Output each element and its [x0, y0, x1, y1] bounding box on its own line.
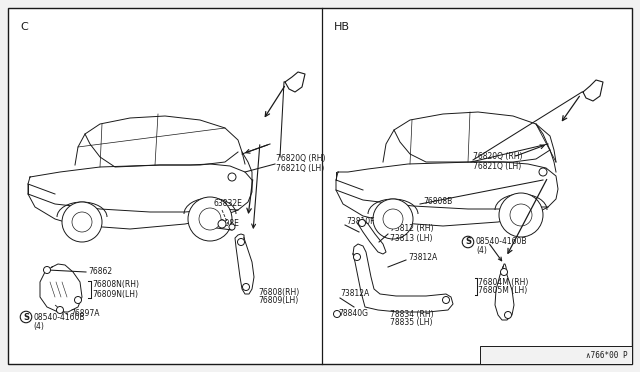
Circle shape — [499, 193, 543, 237]
Circle shape — [62, 202, 102, 242]
Circle shape — [228, 173, 236, 181]
Text: 73813 (LH): 73813 (LH) — [390, 234, 433, 243]
Text: 76862: 76862 — [88, 267, 112, 276]
Text: 76809(LH): 76809(LH) — [258, 296, 298, 305]
Text: 76897A: 76897A — [70, 310, 99, 318]
Text: 76821Q (LH): 76821Q (LH) — [276, 164, 324, 173]
Text: 76808N(RH): 76808N(RH) — [92, 280, 139, 289]
Text: 76808B: 76808B — [423, 198, 452, 206]
Text: 76804M (RH): 76804M (RH) — [478, 278, 529, 286]
Text: 73810F: 73810F — [346, 218, 374, 227]
Circle shape — [358, 219, 365, 227]
Circle shape — [333, 311, 340, 317]
Text: 76820Q (RH): 76820Q (RH) — [276, 154, 326, 164]
Circle shape — [237, 238, 244, 246]
Text: S: S — [465, 237, 471, 247]
Circle shape — [218, 220, 226, 228]
Circle shape — [353, 253, 360, 260]
Text: 78834 (RH): 78834 (RH) — [390, 310, 434, 318]
Circle shape — [229, 224, 235, 230]
Circle shape — [199, 208, 221, 230]
Text: 76808(RH): 76808(RH) — [258, 288, 300, 296]
Circle shape — [442, 296, 449, 304]
Text: 73812A: 73812A — [408, 253, 437, 262]
Text: HB: HB — [334, 22, 350, 32]
Text: 76820Q (RH): 76820Q (RH) — [473, 153, 522, 161]
Circle shape — [56, 307, 63, 314]
Text: 76821Q (LH): 76821Q (LH) — [473, 161, 521, 170]
Circle shape — [539, 168, 547, 176]
Text: S: S — [23, 312, 29, 321]
Circle shape — [500, 269, 508, 276]
Text: 78840G: 78840G — [338, 310, 368, 318]
Circle shape — [373, 199, 413, 239]
Text: 08540-4160B: 08540-4160B — [33, 312, 84, 321]
Text: 76809N(LH): 76809N(LH) — [92, 289, 138, 298]
Circle shape — [188, 197, 232, 241]
Text: 78835 (LH): 78835 (LH) — [390, 318, 433, 327]
Text: (4): (4) — [33, 321, 44, 330]
Text: (4): (4) — [476, 247, 487, 256]
Text: C: C — [20, 22, 28, 32]
Text: 76808E: 76808E — [210, 219, 239, 228]
Circle shape — [383, 209, 403, 229]
Circle shape — [243, 283, 250, 291]
Circle shape — [72, 212, 92, 232]
Text: 73812A: 73812A — [340, 289, 369, 298]
Circle shape — [74, 296, 81, 304]
Text: 73812 (RH): 73812 (RH) — [390, 224, 433, 234]
Text: 63832E: 63832E — [214, 199, 243, 208]
Circle shape — [44, 266, 51, 273]
Circle shape — [510, 204, 532, 226]
Text: 76805M (LH): 76805M (LH) — [478, 286, 527, 295]
Text: ∧766*00 P: ∧766*00 P — [586, 350, 628, 359]
Text: 08540-4160B: 08540-4160B — [476, 237, 527, 247]
Circle shape — [504, 311, 511, 318]
Bar — [480, 346, 632, 364]
